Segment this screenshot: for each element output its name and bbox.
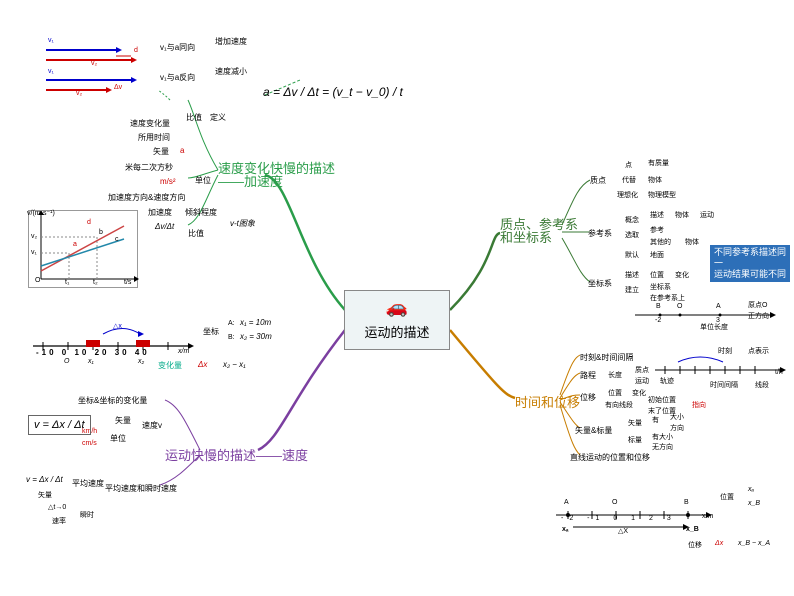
time-axis: 时刻 点表示 t/h 时间间隔 线段 xyxy=(650,352,790,389)
b1-unit2: m/s² xyxy=(160,177,176,186)
b1-ratio-v: Δv/Δt xyxy=(155,222,174,231)
center-title: 运动的描述 xyxy=(345,322,449,341)
vt-chart: v/(m·s⁻¹) t/s v₁ v₂ t₁ t₂ O a b c d xyxy=(28,210,138,288)
v-opp-result: 速度减小 xyxy=(215,66,247,77)
branch1-title: 速度变化快慢的描述 ——加速度 xyxy=(218,162,335,188)
b1-unit1: 米每二次方秒 xyxy=(125,162,173,173)
car-icon: 🚗 xyxy=(345,297,449,318)
b2-change: 变化量 xyxy=(158,360,182,371)
b4-time-interval: 时刻&时间间隔 xyxy=(580,352,633,363)
b2-coords: 坐标 xyxy=(203,326,219,337)
v-opp-dir: v₁与a反向 xyxy=(160,72,195,83)
b2-unit: 单位 xyxy=(110,433,126,444)
b2-pos-change: 坐标&坐标的变化量 xyxy=(78,395,147,406)
b4-line-motion: 直线运动的位置和位移 xyxy=(570,452,650,463)
b2-avg: 平均速度 xyxy=(72,478,104,489)
accel-formula: a = Δv / Δt = (v_t − v_0) / t xyxy=(263,85,403,99)
b2-avg-formula: v = Δx / Δt xyxy=(26,475,63,484)
b1-ratio-lbl: 比值 xyxy=(188,228,204,239)
position-axis: A O B xₐ x_B x/m -2 -1 0 1 2 3 △X xyxy=(548,495,718,540)
branch4-title: 时间和位移 xyxy=(515,392,580,411)
b2-speedv: 速度v xyxy=(142,420,162,431)
v-same-result: 增加速度 xyxy=(215,36,247,47)
b3-ref: 参考系 xyxy=(588,228,612,239)
b2-B: B: xyxy=(228,334,235,341)
b1-time: 所用时间 xyxy=(138,132,170,143)
b3-coord: 坐标系 xyxy=(588,278,612,289)
b1-slope: 倾斜程度 xyxy=(185,207,217,218)
b1-dir: 加速度方向&速度方向 xyxy=(108,192,185,203)
v-same-dir: v₁与a同向 xyxy=(160,42,195,53)
b1-unit: 单位 xyxy=(195,175,211,186)
coord-axis: B -2 O A 3 原点O 正方向 单位长度 xyxy=(630,300,780,333)
b2-A: A: xyxy=(228,320,235,327)
b2-avg-inst: 平均速度和瞬时速度 xyxy=(105,483,177,494)
b4-disp2: 位移 xyxy=(688,540,702,550)
vector-diagram: v₁ d v₂ v₁ v₂ Δv xyxy=(36,40,156,103)
b4-pos: 位置 xyxy=(720,492,734,502)
b2-vec: 矢量 xyxy=(115,415,131,426)
b1-ratio: 比值 xyxy=(186,112,202,123)
b1-def: 定义 xyxy=(210,112,226,123)
blue-note: 不同参考系描述同一 运动结果可能不同 xyxy=(710,245,790,282)
v-formula-box: v = Δx / Δt xyxy=(28,415,91,435)
branch2-title: 运动快慢的描述——速度 xyxy=(165,445,308,464)
center-node: 🚗 运动的描述 xyxy=(344,290,450,350)
b4-disp: 位移 xyxy=(580,392,596,403)
b1-a: a xyxy=(180,146,184,155)
b1-change: 速度变化量 xyxy=(130,118,170,129)
b4-vs: 矢量&标量 xyxy=(575,425,612,436)
b3-masspoint: 质点 xyxy=(590,175,606,186)
b1-vt: v-t图象 xyxy=(230,218,255,229)
b1-accel: 加速度 xyxy=(148,207,172,218)
b1-vector: 矢量 xyxy=(153,146,169,157)
branch3-title: 质点、参考系 和坐标系 xyxy=(500,218,578,244)
b4-path: 路程 xyxy=(580,370,596,381)
